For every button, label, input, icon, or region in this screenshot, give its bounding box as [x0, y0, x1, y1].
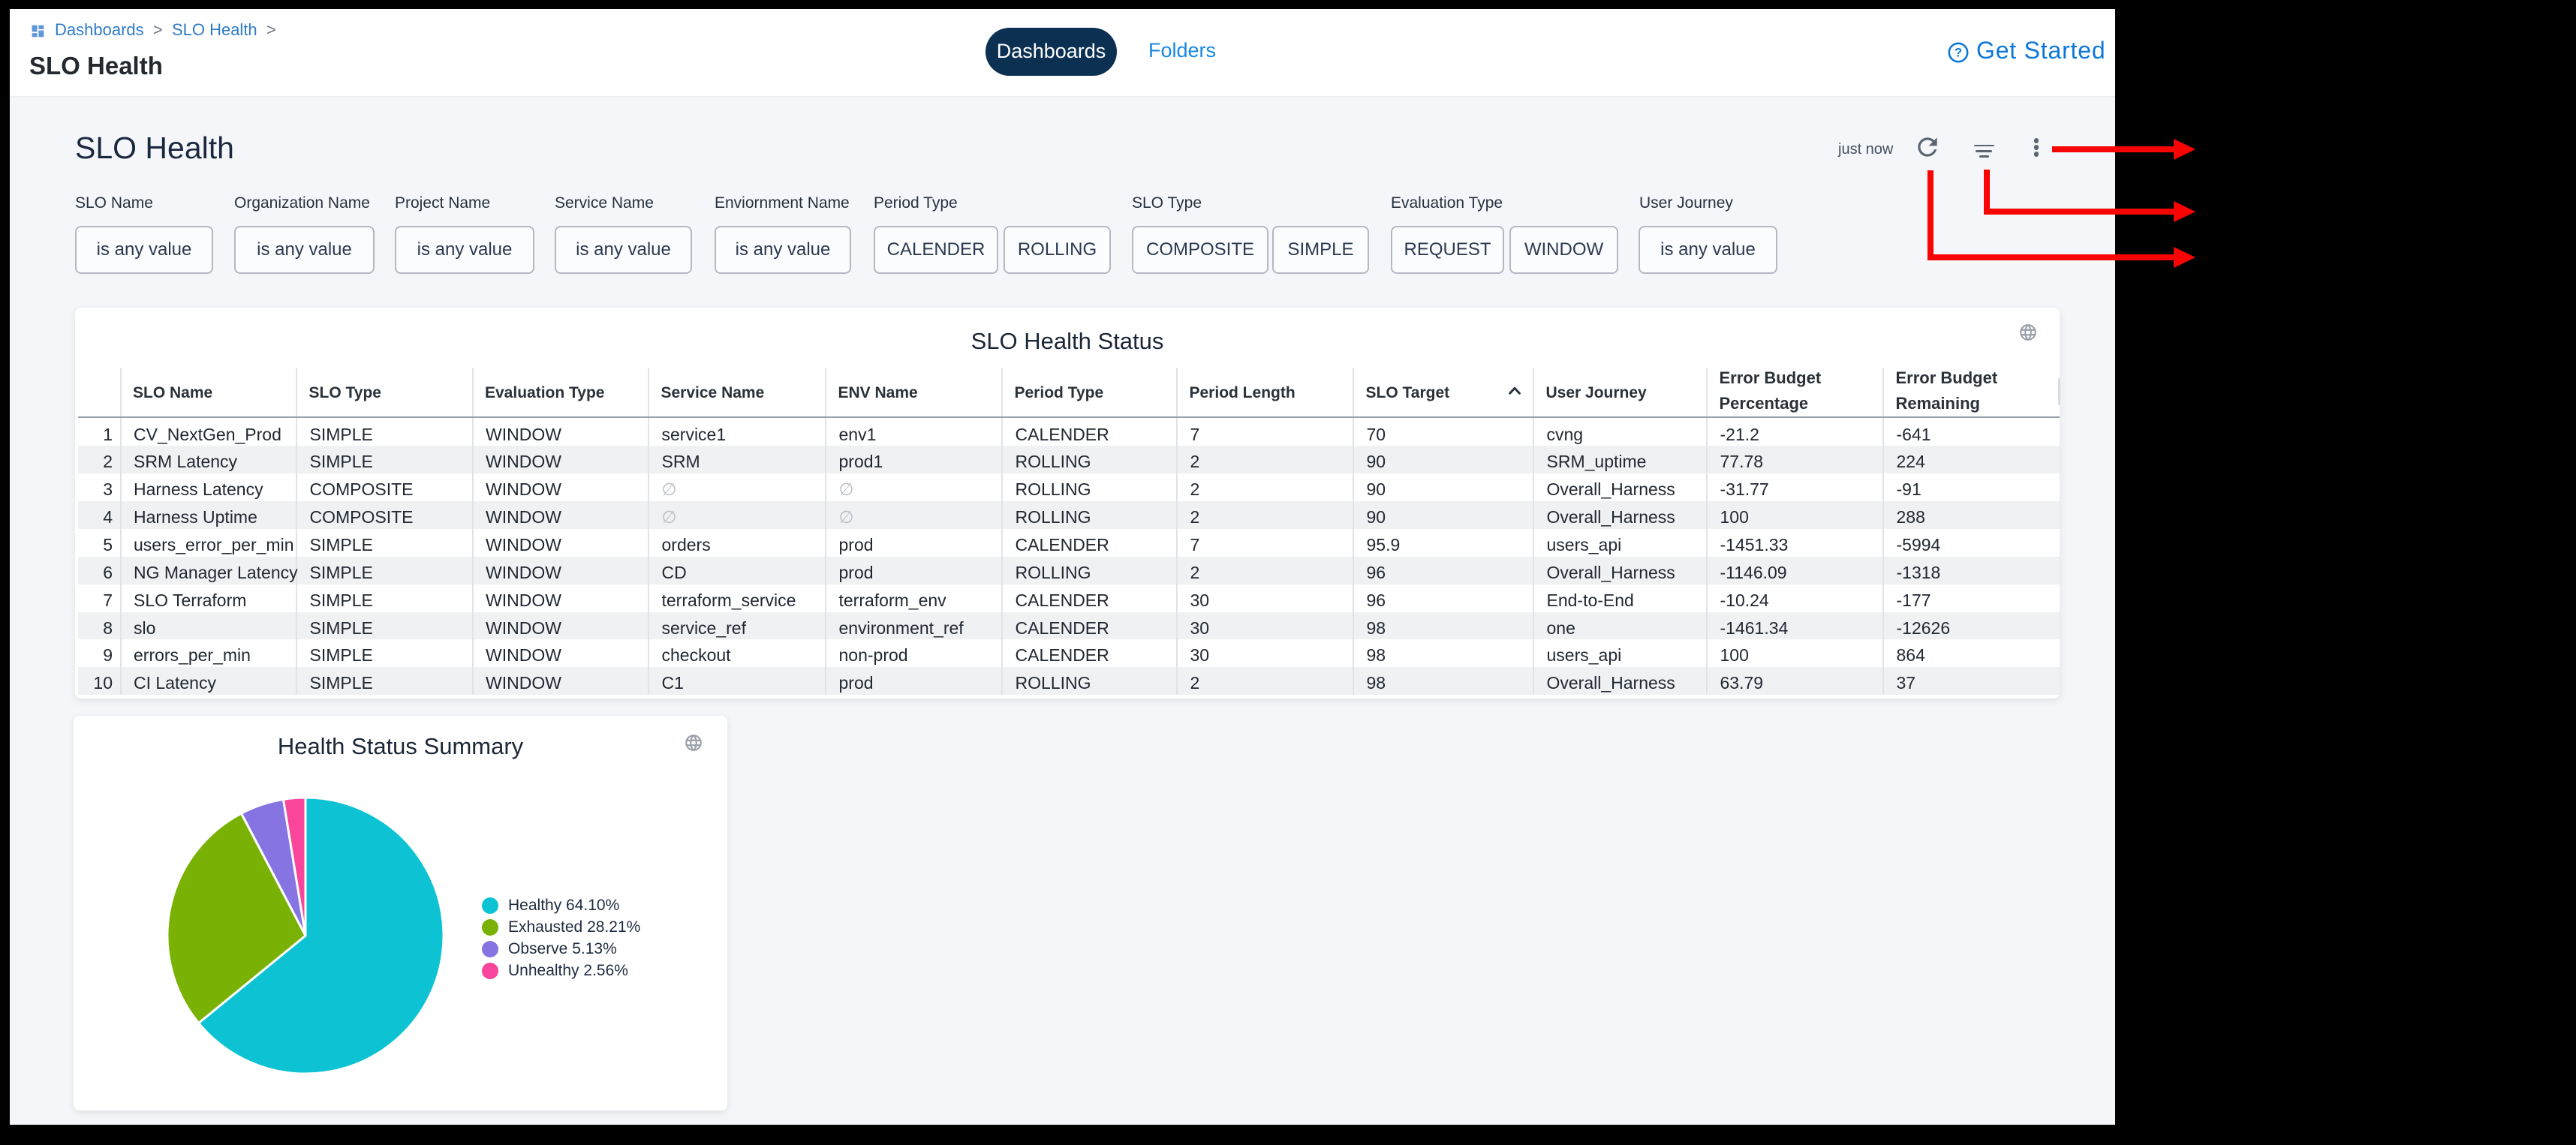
svg-text:?: ?	[1955, 46, 1962, 59]
